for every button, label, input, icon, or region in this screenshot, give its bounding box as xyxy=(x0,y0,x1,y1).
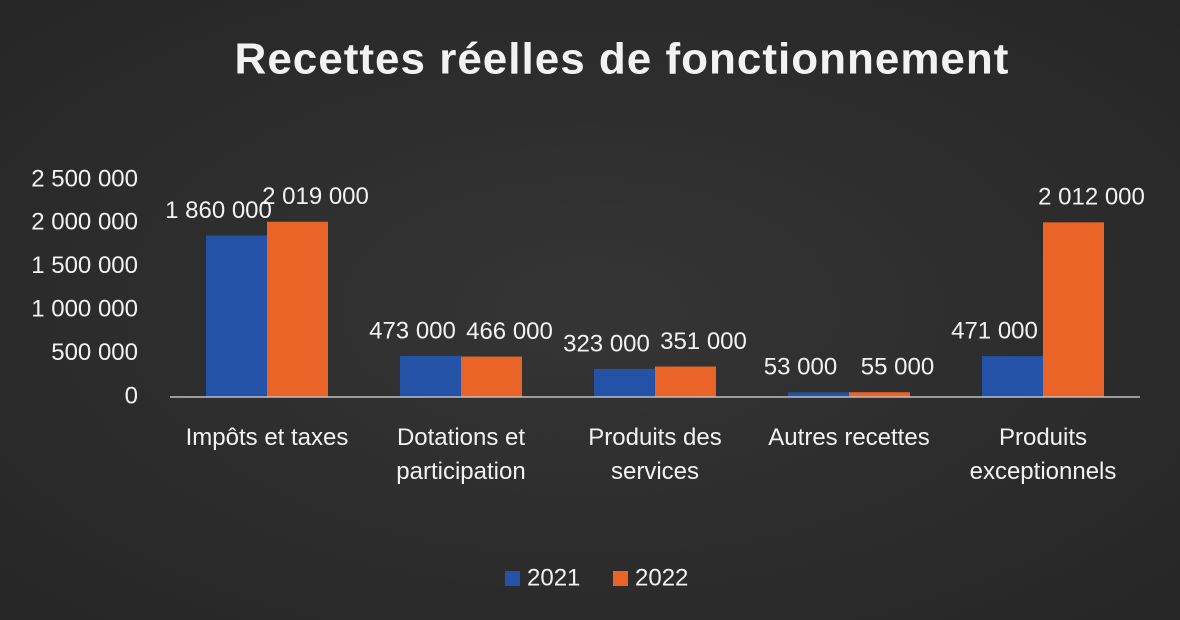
data-label: 471 000 xyxy=(951,317,1038,344)
bar xyxy=(655,366,716,397)
y-tick-label: 2 000 000 xyxy=(31,209,138,236)
legend-swatch xyxy=(505,571,520,586)
y-tick-label: 2 500 000 xyxy=(31,165,138,192)
data-label: 466 000 xyxy=(466,318,553,345)
x-tick-label: Produits exceptionnels xyxy=(969,424,1117,485)
legend-label: 2021 xyxy=(527,564,580,591)
x-tick-label: Dotations et participation xyxy=(396,424,526,485)
data-label: 473 000 xyxy=(369,317,456,344)
y-tick-label: 500 000 xyxy=(51,339,138,366)
bar xyxy=(849,392,910,397)
bar xyxy=(788,392,849,397)
bar xyxy=(594,368,655,397)
data-label: 1 860 000 xyxy=(165,197,272,224)
x-tick-label: Produits des services xyxy=(588,424,722,485)
legend-swatch xyxy=(613,571,628,586)
data-label: 53 000 xyxy=(764,354,837,381)
x-tick-label: Impôts et taxes xyxy=(185,424,349,451)
y-tick-label: 1 000 000 xyxy=(31,296,138,323)
data-label: 55 000 xyxy=(861,354,934,381)
data-label: 2 012 000 xyxy=(1038,184,1145,211)
data-label: 351 000 xyxy=(660,328,747,355)
bar xyxy=(461,356,522,397)
chart-title: Recettes réelles de fonctionnement xyxy=(235,35,1010,84)
y-tick-label: 1 500 000 xyxy=(31,252,138,279)
bar xyxy=(1043,222,1104,397)
data-label: 2 019 000 xyxy=(262,183,369,210)
bar xyxy=(982,356,1043,397)
bar xyxy=(400,355,461,397)
y-tick-label: 0 xyxy=(125,382,138,409)
data-label: 323 000 xyxy=(563,330,650,357)
x-tick-label: Autres recettes xyxy=(768,424,930,451)
bar xyxy=(267,221,328,397)
bar xyxy=(206,235,267,397)
legend-label: 2022 xyxy=(635,564,688,591)
